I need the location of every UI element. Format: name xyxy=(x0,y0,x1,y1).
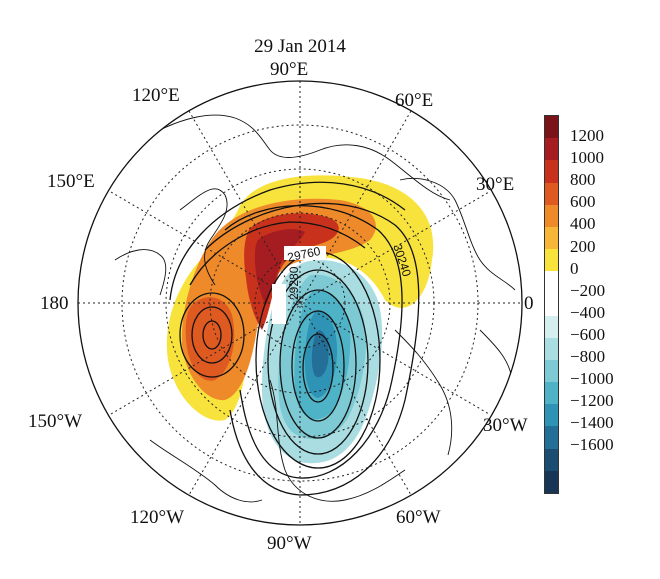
anomaly-positive-core xyxy=(255,229,305,305)
colorbar-segment xyxy=(545,359,558,383)
chart-title: 29 Jan 2014 xyxy=(254,36,346,57)
colorbar-segment xyxy=(545,470,558,493)
colorbar-tick-label: −1200 xyxy=(570,391,614,411)
colorbar-segment xyxy=(545,116,558,139)
colorbar-tick-label: −1000 xyxy=(570,369,614,389)
colorbar-segment xyxy=(545,426,558,449)
colorbar-segment xyxy=(545,160,558,183)
lon-label-0: 0 xyxy=(524,293,534,314)
colorbar-tick-label: −1600 xyxy=(570,435,614,455)
lon-label-150w: 150°W xyxy=(28,411,83,432)
lon-label-180: 180 xyxy=(40,293,69,314)
colorbar-segment xyxy=(545,382,558,405)
colorbar-tick-label: −200 xyxy=(570,280,606,300)
colorbar-segment xyxy=(545,293,558,316)
colorbar-tick-label: 0 xyxy=(570,258,579,278)
contour-label-29760: 29760 xyxy=(286,244,322,265)
height-contours xyxy=(169,181,420,496)
map-boundary xyxy=(77,80,523,526)
colorbar-tick-label: 400 xyxy=(570,214,596,234)
meridians xyxy=(78,81,522,525)
lon-label-150e: 150°E xyxy=(47,171,95,192)
lon-label-120e: 120°E xyxy=(132,85,180,106)
colorbar xyxy=(544,115,559,494)
lon-label-30w: 30°W xyxy=(483,415,528,436)
colorbar-tick-label: −600 xyxy=(570,324,606,344)
lon-label-90w: 90°W xyxy=(267,533,312,554)
lon-label-30e: 30°E xyxy=(476,174,515,195)
lon-label-120w: 120°W xyxy=(130,507,185,528)
colorbar-segment xyxy=(545,315,558,338)
lon-label-60w: 60°W xyxy=(396,507,441,528)
colorbar-tick-label: −800 xyxy=(570,347,606,366)
colorbar-tick-label: −400 xyxy=(570,302,606,322)
anomaly-negative-center xyxy=(311,330,329,378)
colorbar-tick-label: 200 xyxy=(570,236,596,256)
colorbar-tick-label: 800 xyxy=(570,170,596,190)
lon-label-90e: 90°E xyxy=(270,59,309,80)
colorbar-segment xyxy=(545,337,558,360)
colorbar-tick-label: −1400 xyxy=(570,413,614,433)
colorbar-tick-label: 1000 xyxy=(570,148,604,168)
colorbar-segment xyxy=(545,249,558,272)
colorbar-segment xyxy=(545,138,558,161)
colorbar-tick-label: 600 xyxy=(570,192,596,212)
contour-label-29280: 29280 xyxy=(287,266,301,300)
colorbar-segment xyxy=(545,226,558,250)
colorbar-segment xyxy=(545,271,558,294)
colorbar-segment xyxy=(545,404,558,427)
colorbar-segment xyxy=(545,204,558,227)
lon-label-60e: 60°E xyxy=(395,90,434,111)
colorbar-segment xyxy=(545,182,558,205)
colorbar-tick-label: 1200 xyxy=(570,126,604,145)
colorbar-segment xyxy=(545,448,558,471)
